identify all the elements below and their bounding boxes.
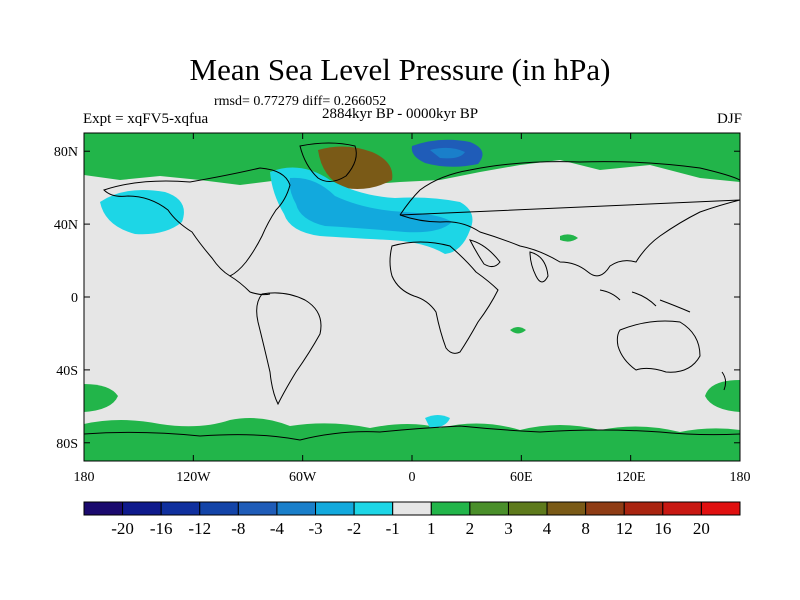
southern-positive-east xyxy=(705,380,740,412)
colorbar-swatch xyxy=(623,501,664,516)
colorbar-level-label: -20 xyxy=(111,519,134,538)
lat-tick-label: 40N xyxy=(54,218,78,233)
colorbar-swatch xyxy=(199,501,239,516)
colorbar-swatch xyxy=(546,501,587,516)
colorbar: -20 -16 -12 -8 -4 -3 -2 -1 1 2 3 4 8 12 16 20 xyxy=(83,501,741,538)
colorbar-swatch xyxy=(353,501,394,516)
colorbar-swatch xyxy=(160,501,201,516)
southern-positive-west xyxy=(84,384,118,412)
colorbar-swatch xyxy=(315,501,355,516)
antarctic-positive-band xyxy=(84,418,740,461)
colorbar-level-label: 4 xyxy=(543,519,552,538)
lat-tick-label: 80N xyxy=(54,145,78,160)
colorbar-level-label: 3 xyxy=(504,519,513,538)
experiment-label: Expt = xqFV5-xqfua xyxy=(83,111,209,127)
colorbar-level-label: -1 xyxy=(386,519,400,538)
coastlines xyxy=(84,142,740,441)
colorbar-level-label: -16 xyxy=(150,519,173,538)
colorbar-level-label: 8 xyxy=(581,519,590,538)
north-atlantic-brown xyxy=(318,146,393,189)
arctic-negative-light xyxy=(430,147,465,159)
colorbar-level-label: -12 xyxy=(188,519,211,538)
lon-tick-label: 60E xyxy=(510,470,533,485)
colorbar-swatch xyxy=(469,501,509,516)
north-pacific-negative xyxy=(100,189,184,235)
axis-ticks: 80N 40N 0 40S 80S 180 120W 60W 0 60E 120E 180 xyxy=(54,133,751,485)
arctic-positive-band xyxy=(84,133,740,190)
lon-tick-label: 120W xyxy=(176,470,211,485)
colorbar-swatch xyxy=(700,501,741,516)
colorbar-swatch xyxy=(83,501,124,516)
lon-tick-label: 120E xyxy=(616,470,646,485)
colorbar-swatch xyxy=(276,501,317,516)
colorbar-level-label: 12 xyxy=(616,519,633,538)
rmsd-diff-stats: rmsd= 0.77279 diff= 0.266052 xyxy=(214,94,387,109)
tropical-positive-patch-2 xyxy=(510,327,526,334)
colorbar-level-label: -4 xyxy=(270,519,285,538)
colorbar-swatch xyxy=(507,501,548,516)
colorbar-level-label: 1 xyxy=(427,519,436,538)
lon-tick-label: 180 xyxy=(74,470,95,485)
map-title: Mean Sea Level Pressure (in hPa) xyxy=(189,52,611,87)
colorbar-level-label: 2 xyxy=(466,519,475,538)
lat-tick-label: 80S xyxy=(56,437,78,452)
lon-tick-label: 180 xyxy=(730,470,751,485)
lon-tick-label: 60W xyxy=(289,470,317,485)
colorbar-swatch xyxy=(430,501,471,516)
lon-tick-label: 0 xyxy=(409,470,416,485)
map-field xyxy=(84,133,740,461)
lat-tick-label: 40S xyxy=(56,364,78,379)
season-label: DJF xyxy=(716,111,742,127)
colorbar-swatch xyxy=(237,501,278,516)
colorbar-level-label: 20 xyxy=(693,519,710,538)
colorbar-swatch xyxy=(662,501,702,516)
time-period: 2884kyr BP - 0000kyr BP xyxy=(322,106,479,122)
colorbar-level-label: -3 xyxy=(308,519,322,538)
colorbar-swatch xyxy=(392,501,432,516)
colorbar-swatch xyxy=(585,501,625,516)
antarctic-negative-patch xyxy=(425,415,450,428)
colorbar-level-label: -2 xyxy=(347,519,361,538)
colorbar-swatch xyxy=(122,501,162,516)
anomaly-regions xyxy=(84,133,740,461)
lat-tick-label: 0 xyxy=(71,291,78,306)
colorbar-level-label: -8 xyxy=(231,519,245,538)
tropical-positive-patch-1 xyxy=(560,234,578,242)
colorbar-level-label: 16 xyxy=(654,519,671,538)
